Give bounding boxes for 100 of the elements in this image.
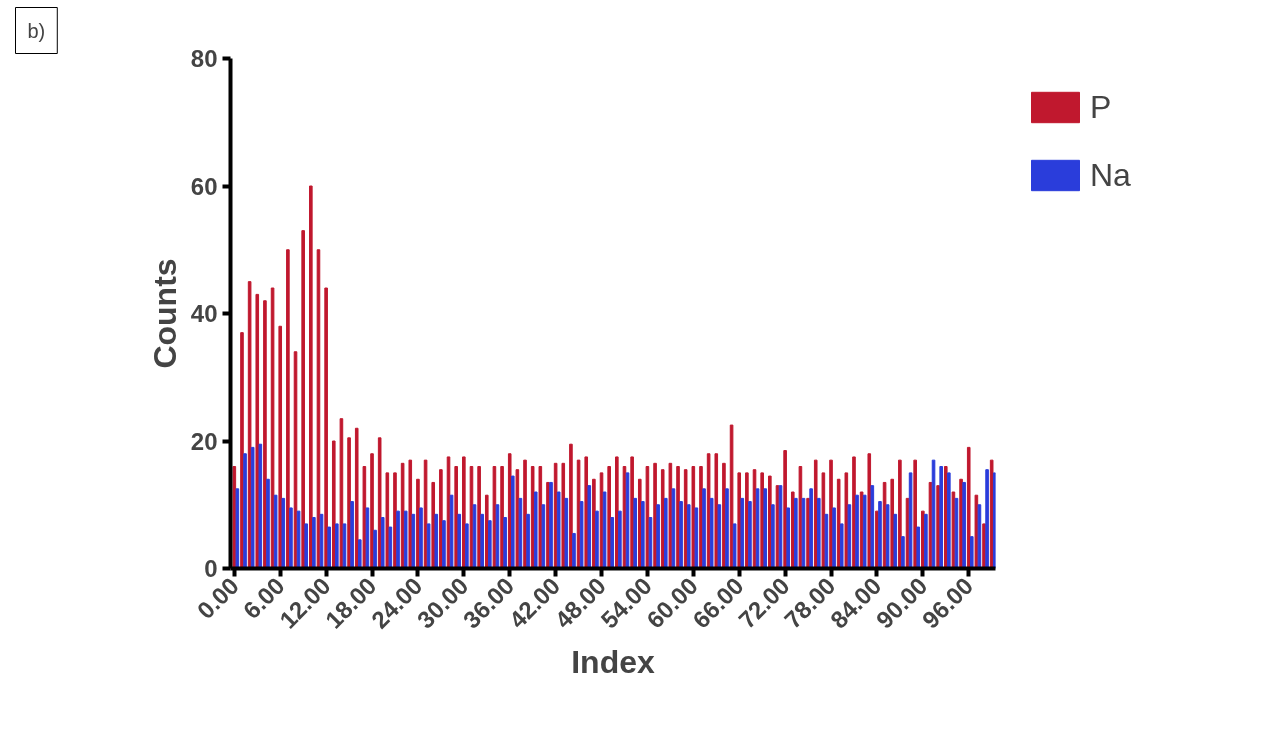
bar [434,513,439,569]
bar [533,491,538,569]
bar [821,472,826,569]
bar [457,513,462,569]
bar [898,459,902,569]
bar [373,529,377,569]
bar [273,494,278,569]
y-tick-label: 40 [190,300,218,327]
bar [296,510,301,569]
bar [561,462,566,569]
bar [304,523,309,569]
bar [977,504,982,569]
bar [890,478,895,569]
bar [633,497,637,569]
bar [809,488,813,569]
bar [240,332,244,569]
bar [893,513,898,569]
bar [745,472,749,569]
bar [354,427,359,569]
y-tick-label: 20 [190,427,218,455]
bar [729,424,734,569]
bar [335,523,339,569]
bar [966,446,971,569]
bar [630,456,634,569]
bar [380,517,385,569]
y-tick-label: 60 [190,172,218,200]
bar [465,523,469,569]
bar [503,517,507,569]
bar [480,513,484,569]
bar [484,494,489,569]
bar [709,497,714,569]
bar [683,469,688,569]
bar [839,523,844,569]
bar [725,488,729,569]
bar [324,287,328,569]
bar [645,466,650,569]
bar [732,523,737,569]
bar [844,472,849,569]
bar [403,510,408,569]
bar [439,469,443,569]
legend-label: P [1090,88,1112,126]
bar [985,469,989,569]
bar [901,536,905,569]
bar [377,437,382,569]
bar [694,507,699,569]
bar [653,462,657,569]
bar [243,453,247,569]
bar [518,497,523,569]
bar [755,488,760,569]
bar [595,510,599,569]
bar [768,475,772,569]
bar [579,501,584,569]
bar [829,459,833,569]
bar [740,497,745,569]
bar [419,507,423,569]
bar [411,513,416,569]
bar [538,466,543,569]
bar [748,501,752,569]
bar [798,466,803,569]
bar [771,504,775,569]
bar [939,466,943,569]
bar [350,501,354,569]
bar [908,472,913,569]
bar [584,456,589,569]
bar [794,497,798,569]
bar [515,469,520,569]
bar [813,459,818,569]
bar [255,293,260,569]
bar [867,453,872,569]
bar [610,517,615,569]
bar [327,526,331,569]
bar [641,501,645,569]
bar [339,418,344,569]
bar [449,494,454,569]
bar [258,443,263,569]
bar [289,507,293,569]
bar [855,494,859,569]
bar [878,501,882,569]
x-axis-title: Index [571,643,655,680]
bar [679,501,683,569]
bar [388,526,393,569]
bar [423,459,428,569]
bar [786,507,790,569]
bar [913,459,917,569]
bar [569,443,573,569]
bar [541,504,546,569]
bar [706,453,711,569]
bar [836,478,841,569]
bar [572,532,576,569]
bar [278,325,283,569]
bar [362,466,367,569]
bar [783,450,787,569]
bar [393,472,397,569]
bar [477,466,481,569]
bar [885,504,890,569]
bar [286,249,290,569]
bar [607,466,611,569]
bar [270,287,275,569]
bar [357,539,362,569]
bar [416,478,420,569]
